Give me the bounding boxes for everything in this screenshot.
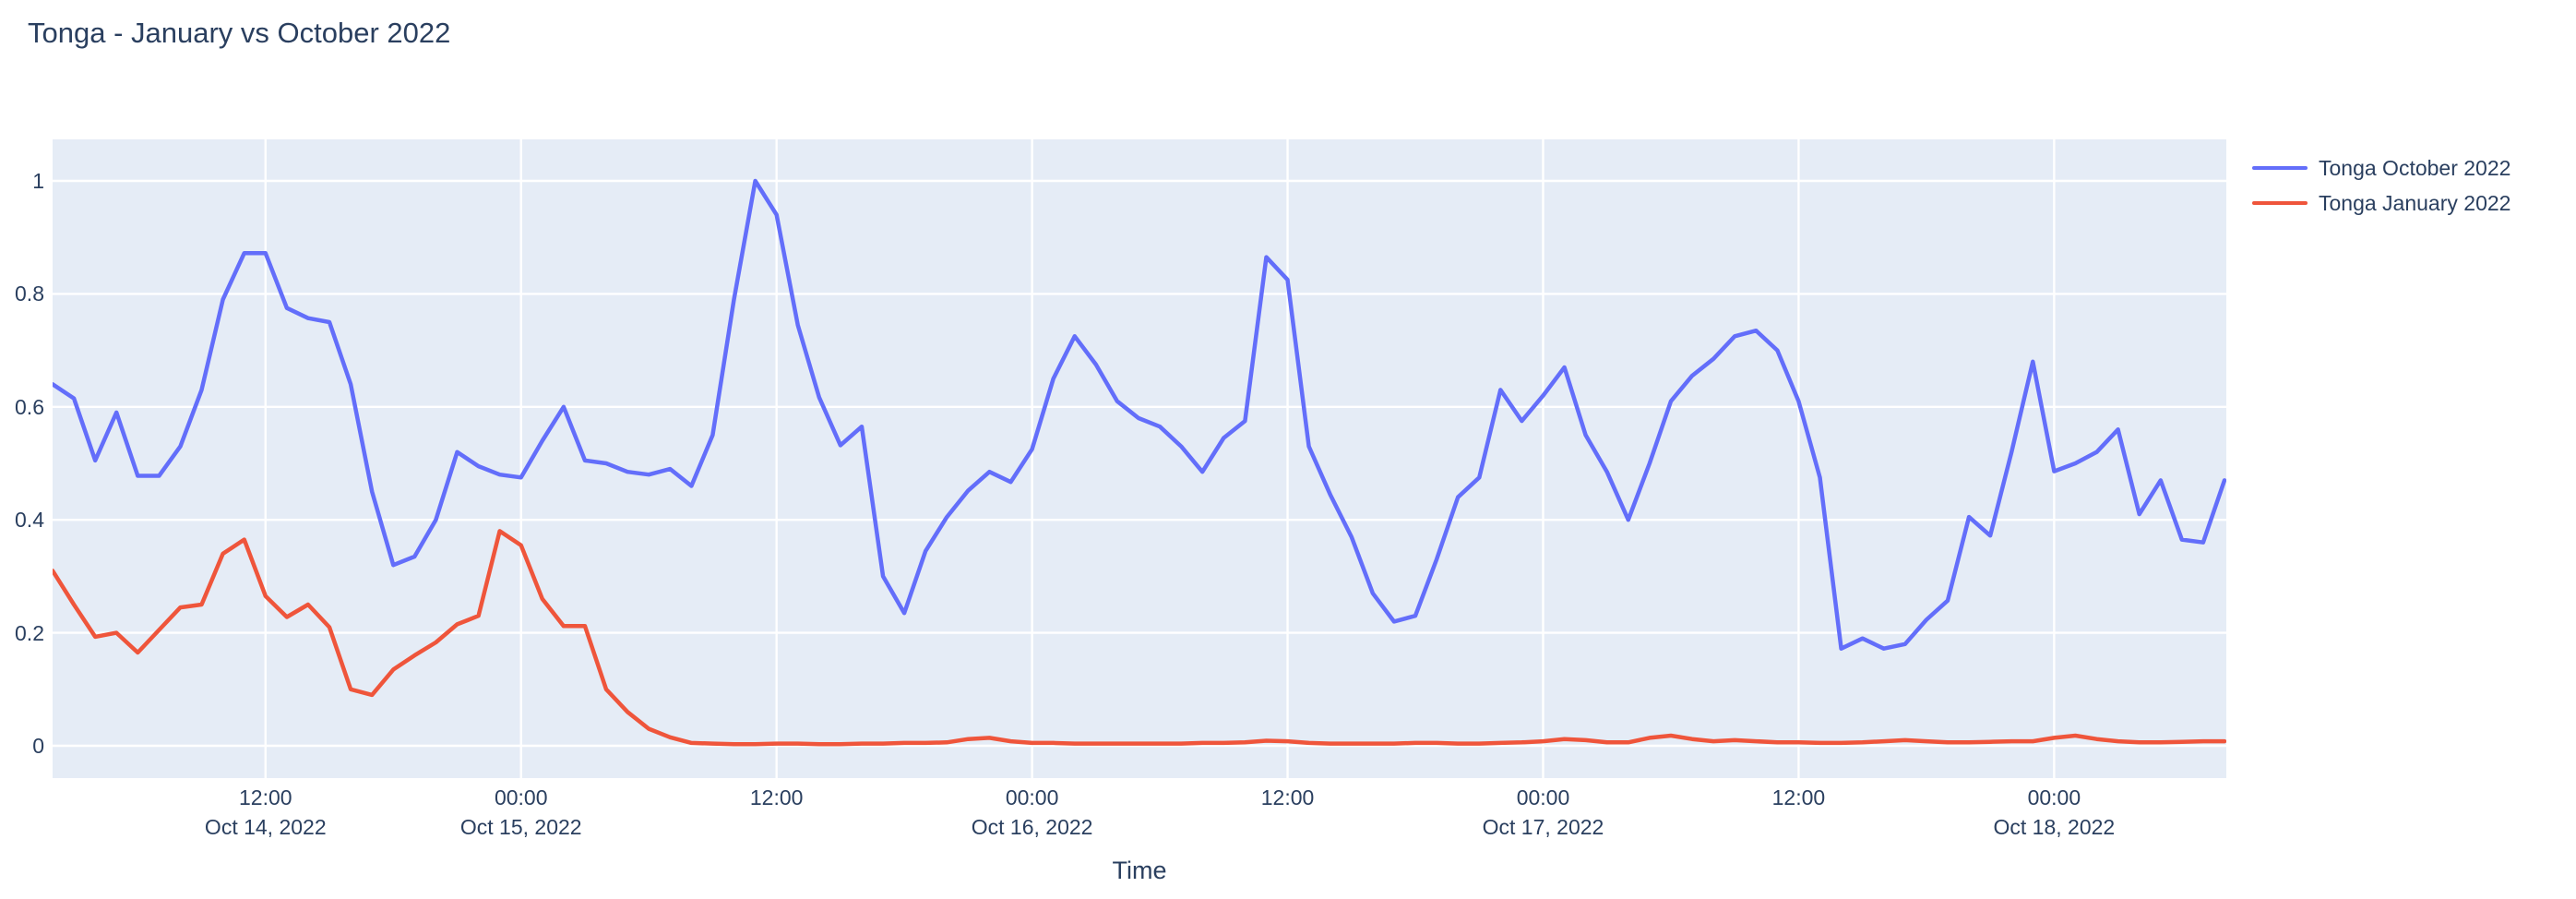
y-tick-label: 0.6 — [15, 394, 44, 419]
y-tick-label: 0.8 — [15, 282, 44, 306]
x-axis-title: Time — [1112, 857, 1167, 884]
legend: Tonga October 2022 Tonga January 2022 — [2252, 150, 2510, 221]
y-tick-label: 0.2 — [15, 620, 44, 645]
plot-background — [53, 139, 2226, 778]
legend-line-swatch-october — [2252, 166, 2308, 170]
y-tick-label: 1 — [32, 169, 44, 193]
x-tick-time-label: 12:00 — [1260, 785, 1315, 809]
y-tick-label: 0.4 — [15, 508, 44, 533]
legend-line-swatch-january — [2252, 201, 2308, 205]
x-tick-time-label: 00:00 — [1005, 785, 1059, 809]
series-line-tonga-january-2022 — [53, 529, 2226, 747]
series-line-tonga-october-2022 — [53, 178, 2226, 651]
plot-area[interactable] — [53, 139, 2226, 778]
x-tick-time-label: 12:00 — [239, 785, 292, 809]
x-tick-time-label: 00:00 — [2027, 785, 2081, 809]
legend-label: Tonga October 2022 — [2319, 155, 2511, 180]
legend-item-tonga-january-2022[interactable]: Tonga January 2022 — [2252, 186, 2510, 221]
legend-item-tonga-october-2022[interactable]: Tonga October 2022 — [2252, 150, 2510, 186]
x-tick-time-label: 00:00 — [494, 785, 548, 809]
legend-label: Tonga January 2022 — [2319, 190, 2511, 215]
x-tick-time-label: 12:00 — [749, 785, 804, 809]
chart-title: Tonga - January vs October 2022 — [28, 17, 451, 49]
x-tick-date-label: Oct 18, 2022 — [1993, 815, 2116, 839]
x-tick-date-label: Oct 16, 2022 — [971, 815, 1093, 839]
x-tick-time-label: 00:00 — [1516, 785, 1570, 809]
x-tick-date-label: Oct 17, 2022 — [1482, 815, 1604, 839]
x-tick-date-label: Oct 15, 2022 — [459, 815, 582, 839]
x-tick-date-label: Oct 14, 2022 — [204, 815, 327, 839]
y-tick-label: 0 — [32, 734, 44, 758]
x-tick-time-label: 12:00 — [1771, 785, 1826, 809]
